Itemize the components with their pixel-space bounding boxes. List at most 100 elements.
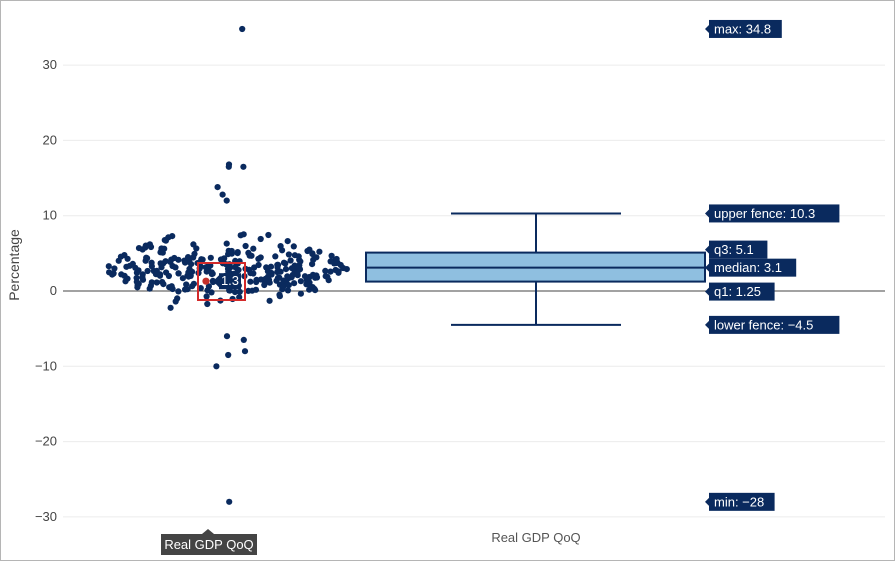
data-point bbox=[255, 255, 262, 262]
data-point bbox=[146, 241, 153, 248]
data-point bbox=[294, 269, 301, 276]
data-point bbox=[280, 277, 287, 284]
stat-label-box bbox=[709, 282, 775, 301]
data-point bbox=[304, 247, 311, 255]
x-hover-label: Real GDP QoQ bbox=[161, 529, 257, 555]
x-hover-box bbox=[161, 534, 257, 555]
highlighted-point bbox=[202, 277, 210, 285]
data-point bbox=[333, 255, 340, 263]
data-point bbox=[179, 275, 186, 282]
data-point bbox=[266, 297, 273, 304]
data-point bbox=[148, 263, 155, 270]
data-point bbox=[295, 253, 302, 260]
data-point bbox=[156, 272, 164, 279]
data-point bbox=[282, 266, 290, 273]
data-point bbox=[290, 243, 297, 250]
data-point bbox=[225, 351, 232, 359]
data-point bbox=[231, 288, 239, 296]
data-point bbox=[257, 235, 264, 243]
data-point bbox=[197, 285, 204, 292]
y-tick-label: 20 bbox=[43, 132, 57, 147]
data-point bbox=[219, 191, 226, 198]
highlight-label-box bbox=[219, 273, 241, 290]
data-point bbox=[340, 264, 347, 272]
data-point bbox=[111, 265, 118, 272]
data-point bbox=[182, 259, 189, 266]
data-point bbox=[267, 263, 275, 270]
y-tick-label: 30 bbox=[43, 57, 57, 72]
data-point bbox=[168, 256, 175, 263]
data-point bbox=[135, 245, 143, 252]
data-point bbox=[174, 295, 181, 302]
y-axis-ticks: 30 20 10 0 −10 −20 −30 bbox=[35, 57, 57, 524]
data-point bbox=[191, 250, 198, 257]
stat-label: q1: 1.25 bbox=[714, 284, 761, 299]
data-point bbox=[335, 268, 342, 275]
y-tick-label: 10 bbox=[43, 208, 57, 223]
data-point bbox=[241, 348, 249, 355]
data-point bbox=[285, 251, 292, 258]
data-point bbox=[231, 263, 239, 271]
data-point bbox=[190, 241, 197, 248]
data-point bbox=[144, 255, 151, 262]
data-point bbox=[284, 273, 291, 280]
y-tick-label: −10 bbox=[35, 358, 57, 373]
data-point bbox=[297, 278, 304, 285]
data-point bbox=[236, 288, 243, 295]
data-point bbox=[312, 287, 319, 294]
data-point bbox=[288, 265, 295, 272]
data-point bbox=[253, 276, 260, 283]
x-hover-text: Real GDP QoQ bbox=[164, 537, 253, 552]
data-point bbox=[276, 293, 283, 300]
data-point bbox=[277, 268, 284, 275]
data-point bbox=[245, 249, 252, 256]
data-point bbox=[236, 294, 243, 301]
stat-label-box bbox=[709, 19, 782, 38]
data-point bbox=[135, 267, 142, 274]
stat-label: lower fence: −4.5 bbox=[714, 317, 813, 332]
stat-label: upper fence: 10.3 bbox=[714, 206, 815, 221]
data-point bbox=[309, 251, 316, 258]
data-point bbox=[324, 273, 331, 280]
data-point bbox=[133, 274, 140, 282]
data-point bbox=[240, 336, 247, 343]
data-point bbox=[157, 260, 164, 267]
data-point bbox=[234, 250, 241, 257]
data-point bbox=[250, 245, 257, 252]
data-point bbox=[144, 267, 151, 275]
y-tick-label: 0 bbox=[50, 283, 57, 298]
stat-label: q3: 5.1 bbox=[714, 242, 754, 257]
grid-lines bbox=[63, 64, 885, 518]
data-point bbox=[167, 304, 174, 311]
data-point bbox=[208, 269, 215, 276]
data-point bbox=[110, 270, 117, 277]
data-point bbox=[160, 281, 167, 288]
data-point bbox=[223, 240, 230, 247]
data-point bbox=[186, 265, 193, 272]
stat-label: median: 3.1 bbox=[714, 260, 782, 275]
stat-label-box bbox=[709, 492, 775, 511]
data-point bbox=[261, 281, 268, 289]
data-point bbox=[252, 286, 260, 293]
data-point bbox=[251, 264, 258, 271]
data-point bbox=[289, 271, 296, 279]
data-point bbox=[280, 259, 288, 266]
data-point bbox=[263, 264, 270, 271]
data-point bbox=[274, 261, 281, 268]
data-point bbox=[175, 270, 182, 277]
data-point bbox=[228, 247, 235, 255]
data-point bbox=[313, 272, 320, 279]
data-point bbox=[265, 276, 273, 284]
data-point bbox=[297, 290, 304, 297]
data-point bbox=[246, 266, 253, 274]
data-point bbox=[239, 25, 246, 33]
data-point bbox=[157, 249, 164, 256]
x-category-label: Real GDP QoQ bbox=[491, 530, 580, 545]
data-point bbox=[272, 253, 279, 260]
data-point bbox=[291, 280, 298, 287]
data-point bbox=[265, 231, 272, 239]
data-point bbox=[169, 233, 176, 240]
data-point bbox=[245, 287, 252, 294]
y-tick-label: −30 bbox=[35, 509, 57, 524]
